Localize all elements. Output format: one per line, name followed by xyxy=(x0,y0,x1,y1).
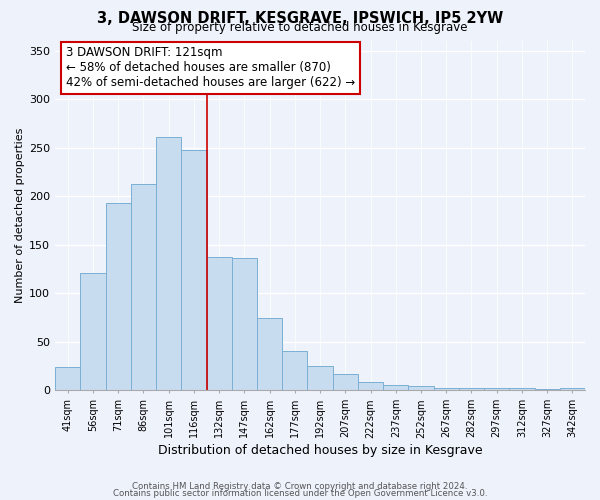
Bar xyxy=(560,388,585,390)
Bar xyxy=(181,150,206,390)
Bar xyxy=(358,382,383,390)
Bar xyxy=(257,318,282,390)
Bar xyxy=(383,384,409,390)
Text: Contains public sector information licensed under the Open Government Licence v3: Contains public sector information licen… xyxy=(113,489,487,498)
Bar xyxy=(509,388,535,390)
Bar xyxy=(232,258,257,390)
Text: 3 DAWSON DRIFT: 121sqm
← 58% of detached houses are smaller (870)
42% of semi-de: 3 DAWSON DRIFT: 121sqm ← 58% of detached… xyxy=(66,46,355,89)
Bar xyxy=(80,273,106,390)
Bar xyxy=(282,350,307,391)
Bar xyxy=(206,258,232,390)
Text: Size of property relative to detached houses in Kesgrave: Size of property relative to detached ho… xyxy=(132,22,468,35)
Bar xyxy=(332,374,358,390)
Bar xyxy=(55,367,80,390)
Y-axis label: Number of detached properties: Number of detached properties xyxy=(15,128,25,304)
Text: Contains HM Land Registry data © Crown copyright and database right 2024.: Contains HM Land Registry data © Crown c… xyxy=(132,482,468,491)
Bar xyxy=(484,388,509,390)
Bar xyxy=(434,388,459,390)
Bar xyxy=(156,137,181,390)
X-axis label: Distribution of detached houses by size in Kesgrave: Distribution of detached houses by size … xyxy=(158,444,482,458)
Bar xyxy=(409,386,434,390)
Bar xyxy=(459,388,484,390)
Bar xyxy=(106,203,131,390)
Bar xyxy=(307,366,332,390)
Bar xyxy=(131,184,156,390)
Text: 3, DAWSON DRIFT, KESGRAVE, IPSWICH, IP5 2YW: 3, DAWSON DRIFT, KESGRAVE, IPSWICH, IP5 … xyxy=(97,11,503,26)
